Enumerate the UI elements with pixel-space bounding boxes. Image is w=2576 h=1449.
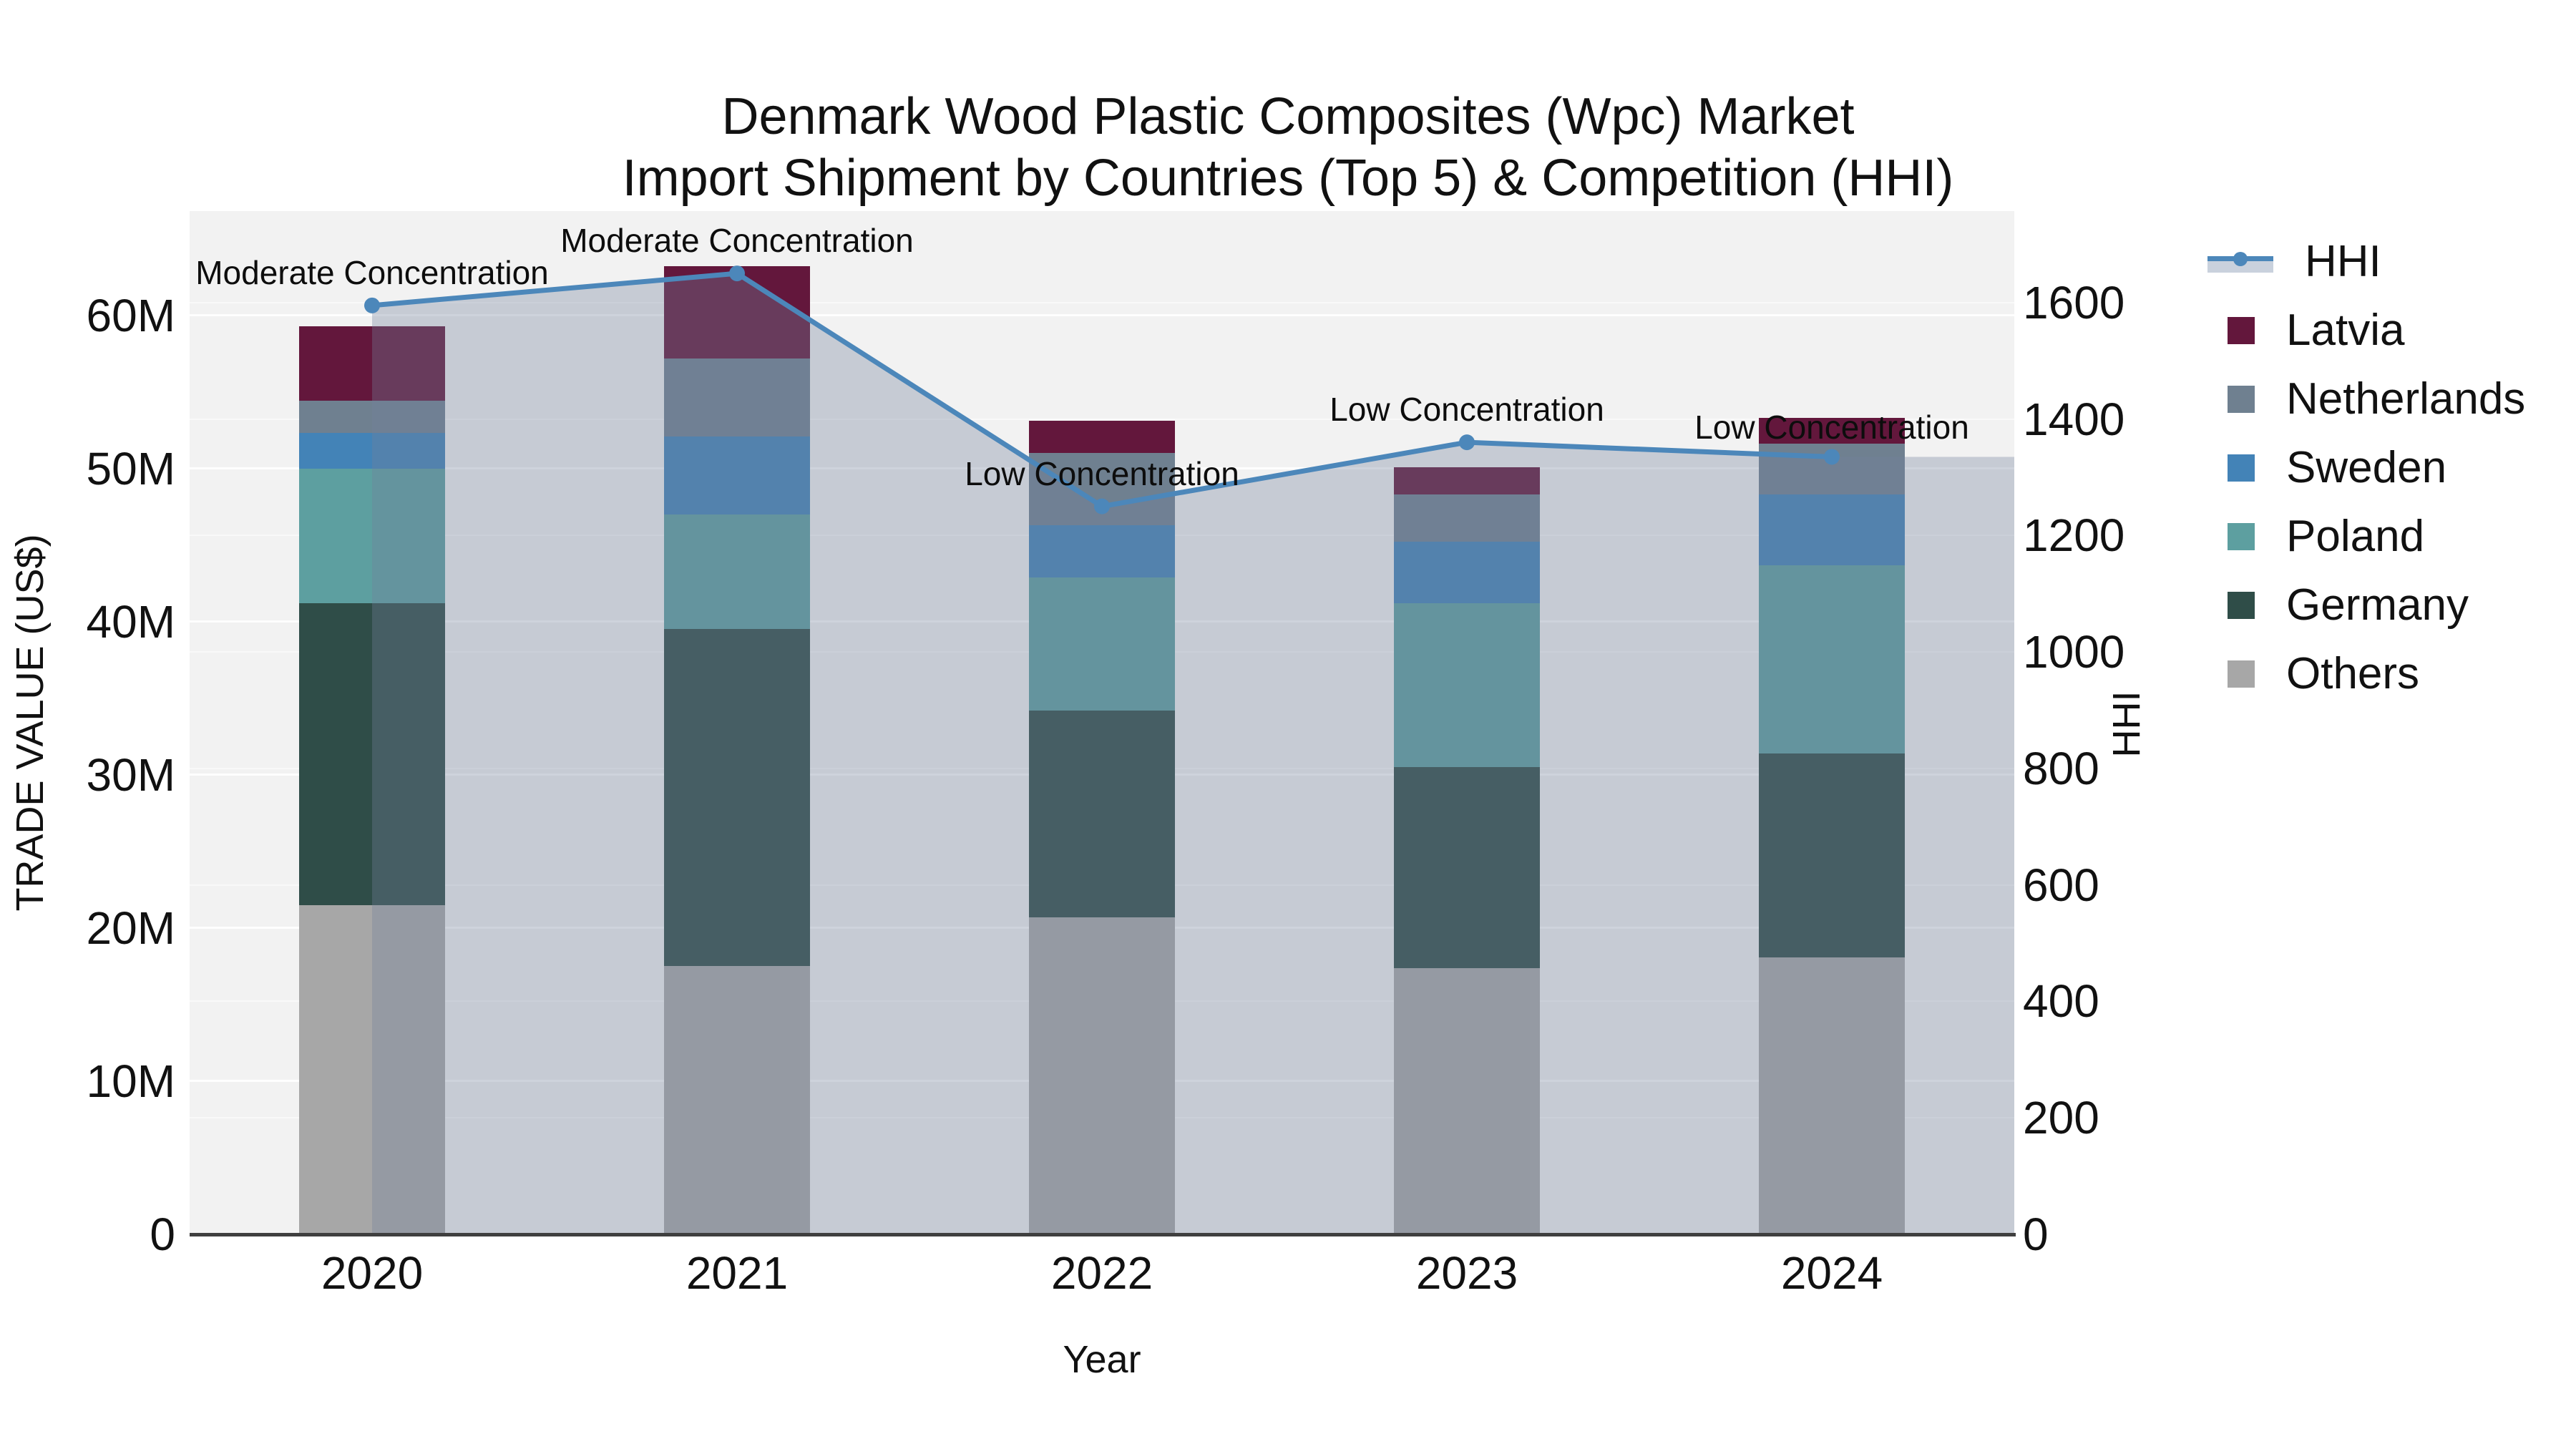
bar-segment-sweden-2020[interactable] <box>299 433 445 469</box>
legend-item-netherlands[interactable]: Netherlands <box>2207 365 2525 434</box>
x-tick-2022: 2022 <box>1050 1247 1153 1299</box>
legend-item-hhi[interactable]: HHI <box>2207 228 2381 296</box>
y-left-tick-60M: 60M <box>86 289 176 341</box>
y-right-tick-600: 600 <box>2023 859 2099 911</box>
x-tick-2020: 2020 <box>321 1247 424 1299</box>
bar-segment-poland-2021[interactable] <box>664 514 810 630</box>
legend-label-germany: Germany <box>2286 580 2469 630</box>
legend-label-poland: Poland <box>2286 512 2425 561</box>
chart-title-line1: Denmark Wood Plastic Composites (Wpc) Ma… <box>721 88 1855 145</box>
bar-segment-sweden-2022[interactable] <box>1029 525 1175 577</box>
legend-label-netherlands: Netherlands <box>2286 374 2526 424</box>
legend-swatch-germany <box>2228 592 2255 619</box>
bar-segment-others-2020[interactable] <box>299 904 445 1234</box>
y-left-tick-20M: 20M <box>86 902 176 954</box>
bar-segment-germany-2021[interactable] <box>664 629 810 967</box>
hhi-area-band <box>372 273 2014 1234</box>
bar-segment-poland-2022[interactable] <box>1029 577 1175 711</box>
bar-segment-sweden-2023[interactable] <box>1394 542 1540 604</box>
bar-segment-poland-2020[interactable] <box>299 468 445 604</box>
bar-segment-poland-2023[interactable] <box>1394 603 1540 768</box>
bar-segment-latvia-2020[interactable] <box>299 326 445 401</box>
legend-swatch-others <box>2228 660 2255 688</box>
y-right-tick-800: 800 <box>2023 742 2099 794</box>
annotation-2020: Moderate Concentration <box>195 253 549 291</box>
legend-label-sweden: Sweden <box>2286 443 2447 492</box>
y-right-tick-1400: 1400 <box>2023 393 2125 445</box>
y-right-tick-1200: 1200 <box>2023 509 2125 562</box>
x-tick-2023: 2023 <box>1415 1247 1518 1299</box>
x-axis-title: Year <box>1063 1338 1141 1381</box>
bar-segment-sweden-2021[interactable] <box>664 436 810 514</box>
bar-segment-poland-2024[interactable] <box>1759 565 1905 753</box>
hhi-point-2020[interactable] <box>364 297 380 313</box>
y-left-tick-50M: 50M <box>86 442 176 494</box>
y-right-axis-title: HHI <box>2105 691 2148 758</box>
y-left-tick-10M: 10M <box>86 1055 176 1107</box>
hhi-dot-icon <box>2233 252 2248 266</box>
annotation-2023: Low Concentration <box>1330 391 1604 429</box>
bar-segment-germany-2024[interactable] <box>1759 753 1905 957</box>
y-right-tick-200: 200 <box>2023 1092 2099 1144</box>
y-right-tick-0: 0 <box>2023 1209 2049 1260</box>
legend-item-others[interactable]: Others <box>2207 640 2419 708</box>
hhi-point-2023[interactable] <box>1459 434 1475 451</box>
annotation-2024: Low Concentration <box>1694 409 1969 447</box>
bar-segment-latvia-2022[interactable] <box>1029 421 1175 454</box>
legend-swatch-sweden <box>2228 454 2255 482</box>
legend-label-hhi: HHI <box>2305 237 2381 286</box>
annotation-2022: Low Concentration <box>965 454 1239 492</box>
bar-segment-latvia-2024[interactable] <box>1759 417 1905 444</box>
bar-segment-others-2023[interactable] <box>1394 967 1540 1234</box>
x-axis-line <box>190 1233 2016 1236</box>
bar-segment-netherlands-2020[interactable] <box>299 401 445 434</box>
bar-segment-germany-2022[interactable] <box>1029 710 1175 917</box>
bar-segment-latvia-2021[interactable] <box>664 266 810 358</box>
hhi-point-2024[interactable] <box>1824 449 1840 465</box>
y-left-axis-title: TRADE VALUE (US$) <box>9 534 52 912</box>
bar-segment-latvia-2023[interactable] <box>1394 467 1540 495</box>
bar-segment-others-2021[interactable] <box>664 966 810 1234</box>
legend-swatch-latvia <box>2228 317 2255 344</box>
y-right-tick-400: 400 <box>2023 975 2099 1028</box>
x-tick-2021: 2021 <box>686 1247 789 1299</box>
y-left-tick-0: 0 <box>150 1209 175 1260</box>
y-right-tick-1600: 1600 <box>2023 276 2125 328</box>
hhi-point-2022[interactable] <box>1094 498 1110 514</box>
y-right-tick-1000: 1000 <box>2023 626 2125 678</box>
y-left-tick-40M: 40M <box>86 595 176 648</box>
x-tick-2024: 2024 <box>1780 1247 1883 1299</box>
legend-item-sweden[interactable]: Sweden <box>2207 434 2446 502</box>
legend-item-poland[interactable]: Poland <box>2207 502 2424 571</box>
legend-label-latvia: Latvia <box>2286 306 2405 355</box>
bar-segment-netherlands-2023[interactable] <box>1394 494 1540 542</box>
chart-title-line2: Import Shipment by Countries (Top 5) & C… <box>622 150 1954 207</box>
bar-segment-others-2024[interactable] <box>1759 957 1905 1234</box>
legend-item-latvia[interactable]: Latvia <box>2207 296 2404 365</box>
legend-swatch-netherlands <box>2228 386 2255 413</box>
legend-label-others: Others <box>2286 649 2420 698</box>
hhi-line-icon <box>2207 251 2273 273</box>
legend-item-germany[interactable]: Germany <box>2207 571 2469 640</box>
y-left-tick-30M: 30M <box>86 748 176 801</box>
hhi-point-2021[interactable] <box>729 265 745 282</box>
bar-segment-germany-2023[interactable] <box>1394 767 1540 968</box>
bar-segment-netherlands-2021[interactable] <box>664 358 810 436</box>
legend-swatch-poland <box>2228 523 2255 550</box>
bar-segment-germany-2020[interactable] <box>299 603 445 905</box>
hhi-layer <box>364 265 2014 1234</box>
annotation-2021: Moderate Concentration <box>560 222 914 260</box>
bar-segment-sweden-2024[interactable] <box>1759 494 1905 565</box>
bar-segment-others-2022[interactable] <box>1029 917 1175 1234</box>
